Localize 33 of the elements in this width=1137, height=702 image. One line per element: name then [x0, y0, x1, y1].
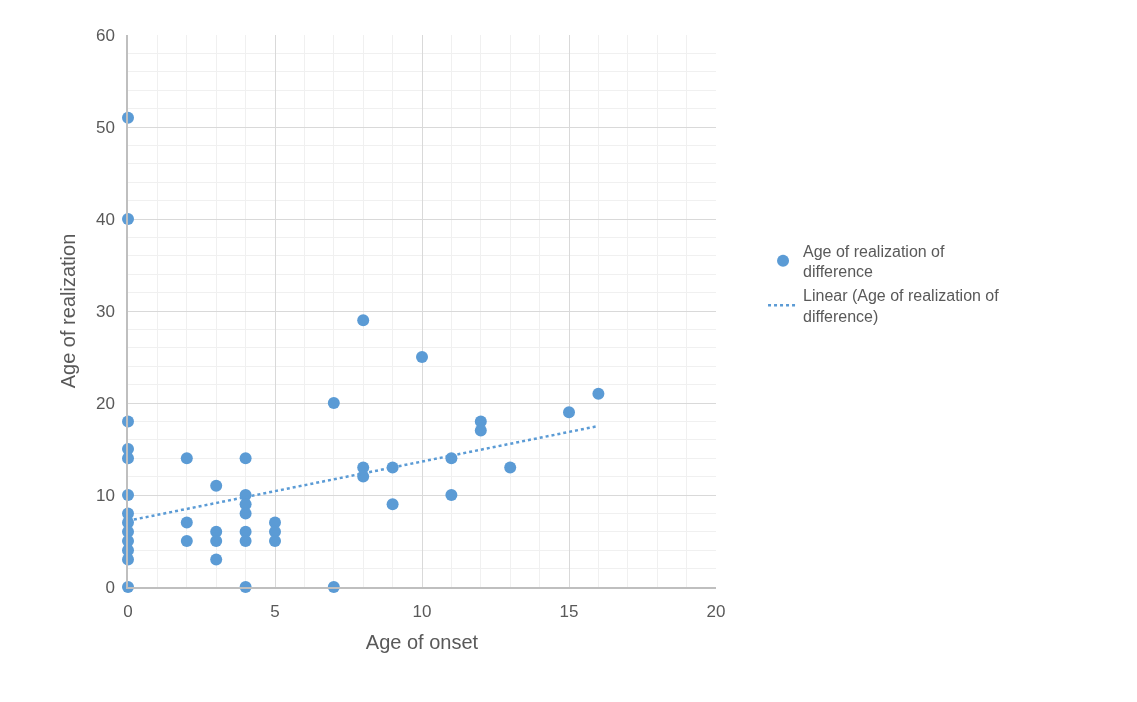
- point: [592, 387, 605, 400]
- x-tick-label: 15: [559, 602, 579, 622]
- y-tick-label: 20: [95, 393, 115, 413]
- legend-label: Linear (Age of realization of difference): [803, 287, 1000, 325]
- y-axis-title: Age of realization: [56, 233, 79, 389]
- point: [210, 479, 223, 492]
- x-tick-label: 0: [123, 602, 133, 622]
- y-tick-label: 0: [105, 577, 115, 597]
- y-tick-label: 50: [95, 117, 115, 137]
- x-axis-title: Age of onset: [365, 631, 479, 654]
- point: [445, 489, 458, 501]
- point: [504, 461, 517, 474]
- point: [180, 516, 193, 529]
- point: [210, 553, 223, 566]
- y-tick-label: 10: [95, 485, 115, 505]
- point: [386, 498, 399, 511]
- point: [357, 314, 370, 327]
- point: [563, 406, 575, 419]
- point: [269, 535, 281, 547]
- point: [239, 452, 252, 465]
- point: [180, 452, 193, 465]
- x-tick-label: 20: [706, 602, 726, 622]
- y-tick-label: 60: [95, 25, 115, 45]
- point: [210, 535, 223, 547]
- point: [180, 535, 193, 547]
- point: [327, 397, 340, 409]
- point: [239, 535, 252, 547]
- x-tick-label: 10: [412, 602, 432, 622]
- legend-label: Age of realization of difference: [803, 242, 946, 281]
- point: [416, 351, 428, 363]
- x-tick-label: 5: [270, 602, 280, 622]
- y-tick-label: 30: [95, 301, 115, 321]
- y-tick-label: 40: [95, 209, 115, 229]
